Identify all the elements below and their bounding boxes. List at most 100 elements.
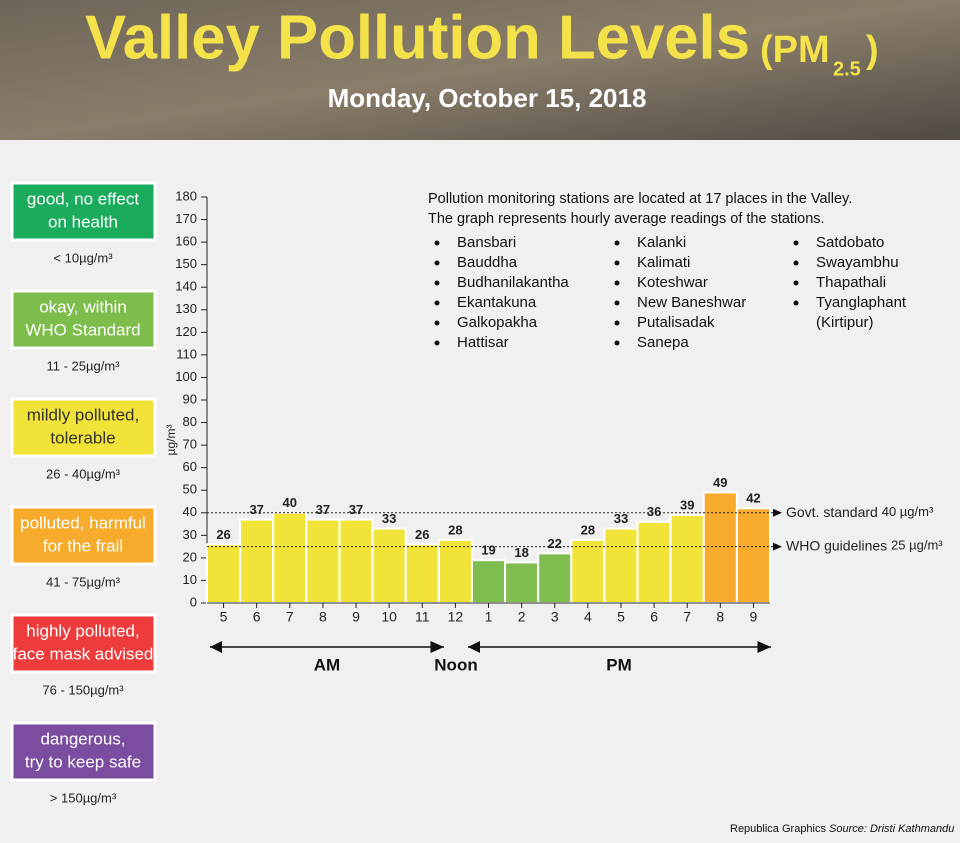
- value-label: 37: [316, 502, 330, 517]
- legend-label: highly polluted,: [26, 621, 139, 640]
- station-name: Putalisadak: [637, 314, 715, 331]
- title-unit-close: ): [866, 29, 879, 71]
- x-tick-label: 9: [352, 609, 360, 625]
- bar: [504, 561, 540, 605]
- x-tick-label: 5: [617, 609, 625, 625]
- y-tick-label: 40: [183, 504, 197, 519]
- station-name: Kalimati: [637, 254, 690, 271]
- bullet: [614, 280, 620, 286]
- legend-label: WHO Standard: [25, 320, 140, 339]
- station-name: (Kirtipur): [816, 314, 874, 331]
- y-tick-label: 120: [175, 324, 197, 339]
- y-tick-label: 70: [183, 437, 197, 452]
- credit: Republica Graphics: [730, 823, 826, 835]
- legend-label: okay, within: [39, 297, 127, 316]
- value-label: 36: [647, 504, 661, 519]
- value-label: 40: [283, 495, 297, 510]
- bullet: [434, 340, 440, 346]
- period-label: PM: [606, 655, 632, 674]
- value-label: 33: [614, 511, 628, 526]
- bar: [570, 538, 606, 604]
- value-label: 26: [415, 527, 429, 542]
- bar: [735, 507, 771, 604]
- y-tick-label: 140: [175, 279, 197, 294]
- legend-box: [10, 181, 157, 242]
- legend-box: [10, 505, 157, 566]
- y-tick-label: 110: [176, 346, 197, 361]
- stations-note: The graph represents hourly average read…: [428, 211, 825, 227]
- value-label: 33: [382, 511, 396, 526]
- reference-label: WHO guidelines 25 µg/m³: [786, 537, 943, 553]
- station-name: Swayambhu: [816, 254, 899, 271]
- legend-label: dangerous,: [40, 729, 125, 748]
- y-tick-label: 10: [183, 572, 197, 587]
- legend-range: 76 - 150µg/m³: [42, 682, 124, 697]
- legend-box: [10, 721, 157, 782]
- legend-label: polluted, harmful: [20, 513, 146, 532]
- bullet: [434, 320, 440, 326]
- bar: [669, 514, 705, 604]
- value-label: 39: [680, 497, 694, 512]
- bullet: [793, 260, 799, 266]
- bar: [338, 518, 374, 604]
- x-tick-label: 2: [518, 609, 526, 625]
- y-tick-label: 100: [175, 369, 197, 384]
- station-name: Satdobato: [816, 234, 884, 251]
- bar: [272, 511, 308, 604]
- bar: [636, 520, 672, 604]
- y-axis-label: µg/m³: [164, 425, 178, 456]
- y-tick-label: 90: [183, 391, 197, 406]
- x-tick-label: 1: [485, 609, 493, 625]
- title-unit: (PM: [760, 29, 830, 71]
- bar: [537, 552, 573, 605]
- value-label: 26: [216, 527, 230, 542]
- legend-range: < 10µg/m³: [53, 250, 113, 265]
- date: Monday, October 15, 2018: [328, 83, 647, 113]
- y-tick-label: 160: [175, 234, 197, 249]
- header-banner: [0, 0, 960, 140]
- page-background: [0, 140, 960, 843]
- bar: [206, 543, 242, 604]
- bar: [470, 559, 507, 605]
- bullet: [793, 280, 799, 286]
- bullet: [614, 300, 620, 306]
- station-name: Ekantakuna: [457, 294, 537, 311]
- title: Valley Pollution Levels: [85, 3, 750, 72]
- x-tick-label: 7: [286, 609, 294, 625]
- station-name: Bauddha: [457, 254, 518, 271]
- x-tick-label: 9: [750, 609, 758, 625]
- stations-note: Pollution monitoring stations are locate…: [428, 191, 852, 207]
- legend-label: mildly polluted,: [27, 405, 139, 424]
- legend-box: [10, 397, 157, 458]
- x-tick-label: 4: [584, 609, 592, 625]
- y-tick-label: 150: [175, 256, 197, 271]
- reference-value: 25 µg/m³: [891, 538, 943, 553]
- bullet: [434, 300, 440, 306]
- station-name: Sanepa: [637, 334, 689, 351]
- x-tick-label: 8: [716, 609, 724, 625]
- bullet: [434, 260, 440, 266]
- value-label: 18: [514, 545, 528, 560]
- reference-name: WHO guidelines: [786, 537, 887, 553]
- bullet: [614, 240, 620, 246]
- legend-label: try to keep safe: [25, 752, 141, 771]
- reference-value: 40 µg/m³: [882, 504, 934, 519]
- x-tick-label: 11: [415, 609, 430, 625]
- station-name: Hattisar: [457, 334, 509, 351]
- period-label: Noon: [434, 655, 477, 674]
- station-name: New Baneshwar: [637, 294, 746, 311]
- y-tick-label: 130: [175, 301, 197, 316]
- bullet: [614, 320, 620, 326]
- y-tick-label: 50: [183, 482, 197, 497]
- y-tick-label: 60: [183, 459, 197, 474]
- bullet: [793, 240, 799, 246]
- legend-label: for the frail: [43, 536, 123, 555]
- legend-box: [10, 613, 157, 674]
- x-tick-label: 12: [448, 609, 464, 625]
- bullet: [614, 260, 620, 266]
- title-unit-sub: 2.5: [833, 58, 861, 80]
- station-name: Kalanki: [637, 234, 686, 251]
- legend-box: [10, 289, 157, 350]
- station-name: Tyanglaphant: [816, 294, 907, 311]
